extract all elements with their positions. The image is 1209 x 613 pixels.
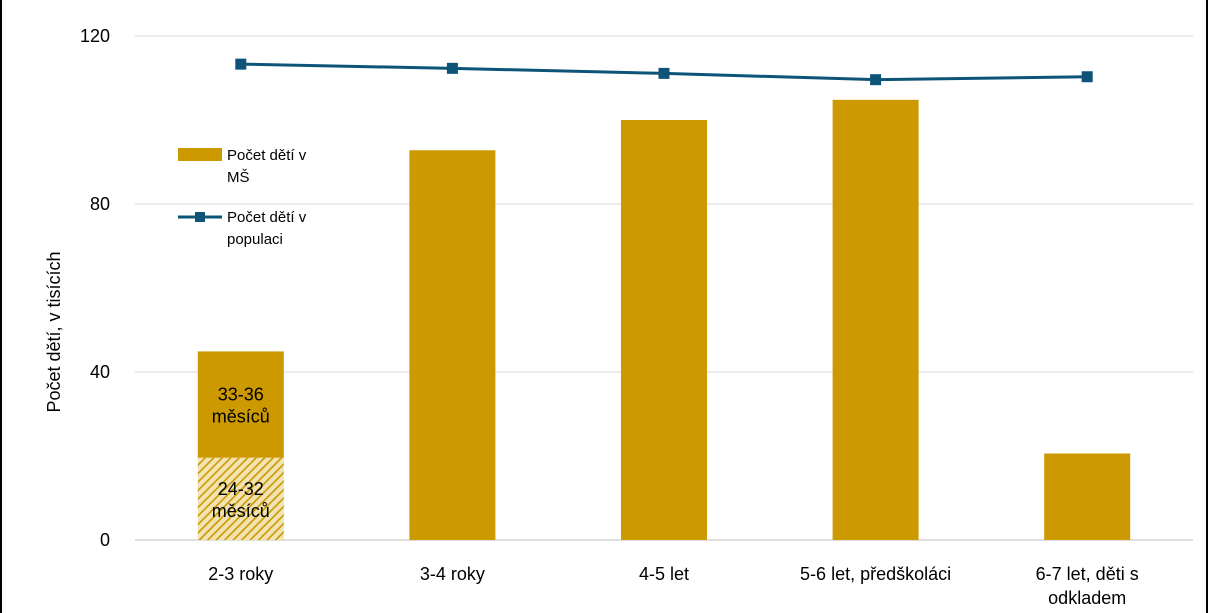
line-marker	[1081, 71, 1093, 83]
legend-swatch-bar	[178, 148, 222, 161]
y-axis-ticks: 0 40 80 120	[80, 26, 110, 550]
x-axis-ticks: 2-3 roky 3-4 roky 4-5 let 5-6 let, předškol…	[208, 564, 1138, 608]
cropped-caption: Graf ... počet dětí v populaci a v MŠ po…	[8, 0, 410, 19]
bar-segment-label: 33-36 měsíců	[212, 385, 270, 427]
population-line	[235, 58, 1093, 86]
bars	[197, 99, 1131, 541]
bar	[1044, 453, 1131, 540]
y-axis-title: Počet dětí, v tisících	[44, 251, 64, 412]
bar-segment-label: 24-32 měsíců	[212, 479, 270, 521]
legend-label-ms: Počet dětí v MŠ	[227, 147, 307, 186]
legend-text-line: Počet dětí v populaci	[227, 209, 307, 248]
x-tick-label: 2-3 roky	[208, 564, 273, 584]
x-tick-label: 5-6 let, předškoláci	[800, 564, 951, 584]
legend: Počet dětí v MŠ Počet dětí v populaci	[178, 147, 307, 248]
y-tick-label: 120	[80, 26, 110, 46]
x-tick-label: 6-7 let, děti s odkladem	[1036, 564, 1139, 608]
bar-segment-0	[197, 457, 284, 540]
y-tick-label: 0	[100, 530, 110, 550]
legend-text-bar: Počet dětí v MŠ	[227, 147, 307, 186]
bar-segment-1	[197, 351, 284, 458]
bar	[832, 99, 919, 540]
y-tick-label: 80	[90, 194, 110, 214]
bar	[621, 120, 707, 540]
line-marker	[870, 74, 882, 86]
line-marker	[446, 62, 458, 74]
bar-segment-labels: 24-32 měsíců 33-36 měsíců	[212, 385, 270, 521]
legend-swatch-marker	[195, 212, 205, 222]
line-marker	[658, 67, 670, 79]
y-tick-label: 40	[90, 362, 110, 382]
x-tick-label: 3-4 roky	[420, 564, 485, 584]
legend-label-populace: Počet dětí v populaci	[227, 209, 307, 248]
bar	[409, 150, 496, 541]
line-marker	[235, 58, 247, 70]
x-tick-label: 4-5 let	[639, 564, 689, 584]
